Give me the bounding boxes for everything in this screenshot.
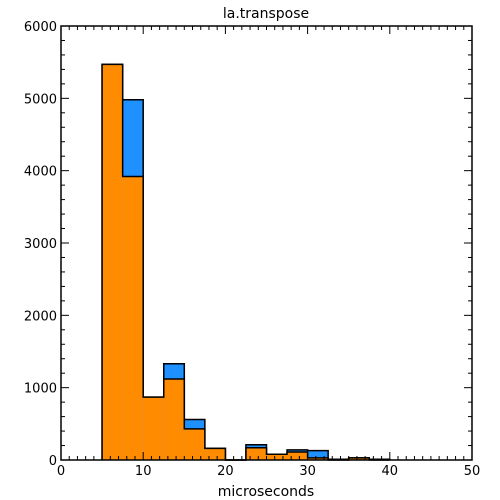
x-tick-label: 30 bbox=[299, 464, 316, 479]
x-axis-label: microseconds bbox=[218, 484, 314, 500]
bar-series-1-bin-8 bbox=[266, 454, 288, 460]
x-tick-label: 40 bbox=[382, 464, 399, 479]
y-tick-label: 1000 bbox=[24, 382, 57, 397]
y-tick-label: 4000 bbox=[24, 165, 57, 180]
bar-series-1-bin-10 bbox=[307, 457, 329, 460]
bar-series-1-bin-7 bbox=[245, 447, 267, 460]
histogram-bars bbox=[101, 63, 391, 461]
bar-series-1-bin-5 bbox=[204, 448, 226, 460]
bar-series-1-bin-9 bbox=[287, 452, 308, 460]
y-tick-label: 3000 bbox=[24, 237, 57, 252]
plot-frame bbox=[60, 25, 473, 461]
bar-series-1-bin-1 bbox=[122, 176, 144, 460]
bar-series-1-bin-3 bbox=[163, 378, 185, 460]
bar-series-1-bin-2 bbox=[143, 397, 164, 460]
y-tick-label: 6000 bbox=[24, 20, 57, 35]
x-tick-label: 0 bbox=[57, 464, 65, 479]
y-tick-label: 0 bbox=[49, 454, 57, 469]
bar-series-0-bin-10 bbox=[307, 450, 329, 460]
y-tick-label: 5000 bbox=[24, 92, 57, 107]
x-tick-label: 50 bbox=[464, 464, 481, 479]
bar-series-1-bin-0 bbox=[102, 64, 123, 460]
chart-title: la.transpose bbox=[223, 6, 309, 22]
axis-tick-labels: 0 10 20 30 40 50 0 1000 2000 3000 4000 5000 6000 bbox=[24, 20, 480, 479]
bar-series-1-bin-4 bbox=[184, 428, 205, 460]
bar-series-1-bin-12 bbox=[348, 457, 370, 460]
x-tick-label: 20 bbox=[217, 464, 234, 479]
series-1 bbox=[101, 63, 390, 461]
y-tick-label: 2000 bbox=[24, 309, 57, 324]
x-tick-label: 10 bbox=[135, 464, 152, 479]
